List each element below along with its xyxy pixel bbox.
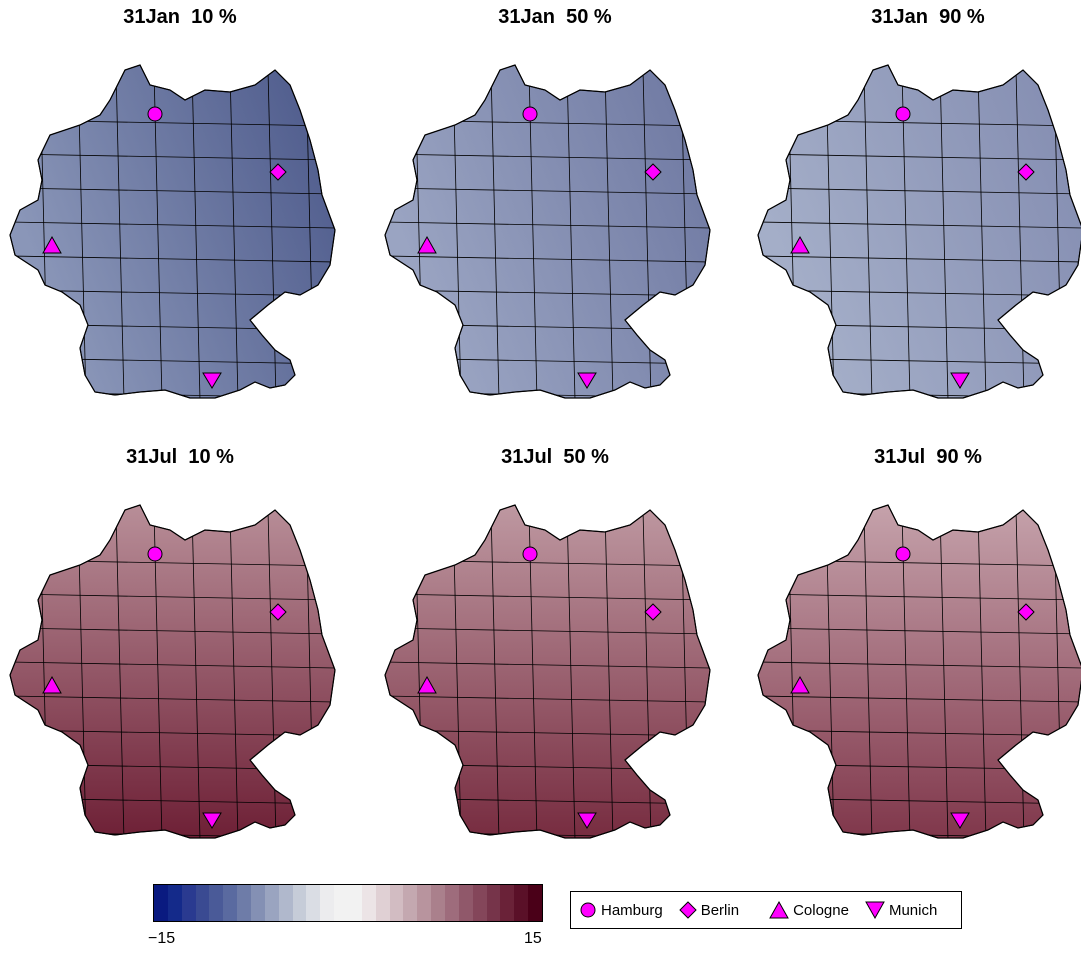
- colorbar-cell: [334, 885, 349, 921]
- colorbar-cell: [458, 885, 473, 921]
- map-panel-3: 31Jan 90 %: [748, 0, 1081, 420]
- berlin-marker: [644, 163, 662, 181]
- colorbar-cell: [514, 885, 529, 921]
- cologne-marker: [42, 235, 62, 254]
- berlin-marker: [1017, 603, 1035, 621]
- hamburg-marker: [895, 546, 911, 562]
- hamburg-marker: [147, 106, 163, 122]
- legend-item-cologne: Cologne: [769, 901, 849, 919]
- berlin-marker: [1017, 163, 1035, 181]
- munich-marker: [577, 372, 597, 389]
- legend-label: Munich: [888, 901, 938, 919]
- germany-map: [384, 64, 711, 399]
- colorbar-cell: [445, 885, 459, 921]
- colorbar-cell: [431, 885, 446, 921]
- colorbar-cell: [209, 885, 224, 921]
- map-panel-2: 31Jan 50 %: [375, 0, 735, 420]
- munich-marker: [202, 372, 222, 389]
- colorbar-cell: [251, 885, 265, 921]
- cologne-marker: [42, 675, 62, 694]
- colorbar-cell: [154, 885, 168, 921]
- panel-title: 31Jan 90 %: [871, 6, 985, 28]
- colorbar-cell: [264, 885, 279, 921]
- colorbar-min-label: −15: [148, 930, 176, 947]
- colorbar-cell: [292, 885, 307, 921]
- cologne-marker: [417, 675, 437, 694]
- legend-item-berlin: Berlin: [678, 901, 740, 919]
- map-panel-4: 31Jul 10 %: [0, 440, 360, 860]
- hamburg-marker: [522, 546, 538, 562]
- map-panel-1: 31Jan 10 %: [0, 0, 360, 420]
- hamburg-marker: [522, 106, 538, 122]
- cologne-marker: [790, 675, 810, 694]
- panel-title: 31Jul 90 %: [874, 446, 982, 468]
- colorbar-max-label: 15: [524, 930, 542, 947]
- panel-title: 31Jan 10 %: [123, 6, 237, 28]
- diamond-icon: [678, 901, 697, 919]
- germany-map: [9, 504, 336, 839]
- colorbar-cell: [348, 885, 362, 921]
- colorbar-cell: [278, 885, 293, 921]
- legend-label: Berlin: [700, 901, 740, 919]
- colorbar-cell: [528, 885, 543, 921]
- germany-map: [384, 504, 711, 839]
- legend-label: Cologne: [793, 901, 849, 919]
- colorbar-cell: [237, 885, 252, 921]
- colorbar-cell: [486, 885, 501, 921]
- panel-title: 31Jul 50 %: [501, 446, 609, 468]
- panel-title: 31Jan 50 %: [498, 6, 612, 28]
- colorbar-cell: [167, 885, 182, 921]
- berlin-marker: [644, 603, 662, 621]
- colorbar-cell: [500, 885, 515, 921]
- colorbar-cell: [375, 885, 390, 921]
- triangle-up-icon: [769, 901, 789, 919]
- colorbar-cell: [417, 885, 432, 921]
- map-panel-5: 31Jul 50 %: [375, 440, 735, 860]
- germany-map: [757, 64, 1081, 399]
- legend-label: Hamburg: [601, 901, 663, 919]
- munich-marker: [950, 372, 970, 389]
- germany-map: [9, 64, 336, 399]
- colorbar-cell: [181, 885, 196, 921]
- colorbar: [153, 884, 543, 922]
- hamburg-marker: [895, 106, 911, 122]
- cologne-marker: [417, 235, 437, 254]
- munich-marker: [950, 812, 970, 829]
- munich-marker: [202, 812, 222, 829]
- colorbar-cell: [306, 885, 321, 921]
- hamburg-marker: [147, 546, 163, 562]
- legend-item-munich: Munich: [865, 901, 937, 919]
- triangle-down-icon: [865, 901, 885, 919]
- colorbar-cell: [472, 885, 487, 921]
- colorbar-cell: [389, 885, 404, 921]
- colorbar-cell: [361, 885, 376, 921]
- colorbar-cell: [195, 885, 210, 921]
- panel-title: 31Jul 10 %: [126, 446, 234, 468]
- colorbar-cell: [223, 885, 238, 921]
- circle-icon: [580, 902, 596, 918]
- city-legend: Hamburg Berlin Cologne Munich: [570, 891, 962, 929]
- berlin-marker: [269, 163, 287, 181]
- cologne-marker: [790, 235, 810, 254]
- legend-item-hamburg: Hamburg: [579, 901, 663, 919]
- colorbar-cell: [320, 885, 335, 921]
- munich-marker: [577, 812, 597, 829]
- map-panel-6: 31Jul 90 %: [748, 440, 1081, 860]
- berlin-marker: [269, 603, 287, 621]
- colorbar-cell: [403, 885, 418, 921]
- germany-map: [757, 504, 1081, 839]
